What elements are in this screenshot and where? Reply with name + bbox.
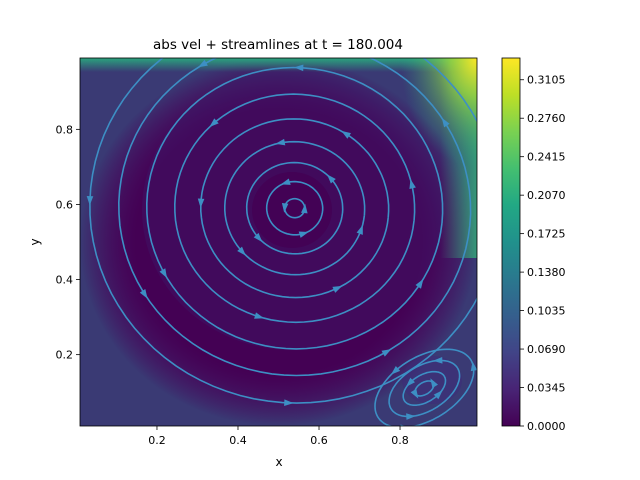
streamline-arrow [430, 378, 438, 388]
primary-vortex-streamline [245, 161, 344, 255]
primary-vortex-streamline [173, 93, 416, 324]
streamline-arrow [441, 117, 450, 128]
streamline-arrow [356, 224, 363, 235]
primary-vortex-streamline [89, 58, 477, 404]
streamline-arrow [301, 203, 308, 214]
x-tick-label: 0.4 [229, 434, 247, 447]
colorbar [501, 57, 521, 427]
x-axis-label: x [275, 455, 282, 469]
colorbar-tick-label: 0.3105 [527, 74, 566, 87]
streamline-arrow [294, 64, 304, 72]
x-tick-label: 0.8 [391, 434, 409, 447]
y-axis: 0.2 0.4 0.6 0.8 [56, 123, 80, 362]
streamline-arrow [275, 138, 286, 146]
streamline-arrow [391, 366, 401, 375]
secondary-vortex-streamline [374, 348, 475, 426]
colorbar-tick-label: 0.1380 [527, 266, 566, 279]
streamline-arrow [470, 361, 477, 372]
streamline-arrow [284, 399, 294, 406]
streamline-arrow [281, 203, 289, 213]
streamline-arrow [237, 246, 246, 256]
streamline-arrow [332, 285, 343, 293]
streamline-arrow [298, 231, 309, 238]
streamline-arrow [197, 198, 205, 208]
streamline-arrow [433, 390, 443, 400]
colorbar-tick-label: 0.0000 [527, 420, 566, 433]
streamline-arrow [409, 179, 416, 189]
x-axis: 0.2 0.4 0.6 0.8 [148, 426, 409, 447]
y-tick-label: 0.4 [56, 274, 74, 287]
x-tick-label: 0.6 [310, 434, 328, 447]
primary-vortex-streamline [145, 66, 444, 350]
streamline-arrow [433, 357, 443, 364]
plot-frame [79, 57, 478, 427]
colorbar-tick-label: 0.1725 [527, 228, 566, 241]
y-tick-label: 0.2 [56, 349, 74, 362]
y-tick-label: 0.8 [56, 123, 74, 136]
streamline-arrow [253, 232, 263, 243]
streamline-arrow [280, 178, 291, 185]
primary-vortex-streamline [117, 58, 472, 377]
streamline-arrow [254, 312, 264, 319]
streamline-arrow [415, 279, 424, 289]
x-tick-label: 0.2 [148, 434, 166, 447]
streamline-arrow [159, 268, 167, 279]
streamline-arrow [341, 130, 351, 139]
streamline-arrow [139, 289, 148, 299]
y-axis-label: y [28, 238, 42, 245]
colorbar-tick-label: 0.2415 [527, 151, 566, 164]
streamline-arrow [410, 388, 419, 399]
colorbar-tick-label: 0.1035 [527, 305, 566, 318]
colorbar-tick-label: 0.2070 [527, 189, 566, 202]
streamline-arrows [86, 10, 477, 426]
streamline-arrow [406, 377, 415, 387]
secondary-vortex-streamline [388, 359, 461, 418]
velocity-heatmap [80, 58, 477, 426]
colorbar-tick-label: 0.0345 [527, 382, 566, 395]
streamline-arrow [209, 118, 219, 127]
colorbar-ticks: 0.0000 0.0345 0.0690 0.1035 0.1380 0.1725 0.20… [520, 74, 566, 433]
y-tick-label: 0.6 [56, 198, 74, 211]
colorbar-tick-label: 0.2760 [527, 112, 566, 125]
streamline-arrow [296, 10, 306, 17]
streamline-arrow [327, 174, 336, 184]
streamline-arrow [381, 349, 392, 357]
streamline-arrow [406, 413, 416, 420]
colorbar-tick-label: 0.0690 [527, 343, 566, 356]
chart-title: abs vel + streamlines at t = 180.004 [153, 37, 403, 53]
streamline-arrow [198, 59, 208, 68]
primary-vortex-streamline [224, 140, 366, 276]
streamline-arrow [86, 196, 94, 206]
